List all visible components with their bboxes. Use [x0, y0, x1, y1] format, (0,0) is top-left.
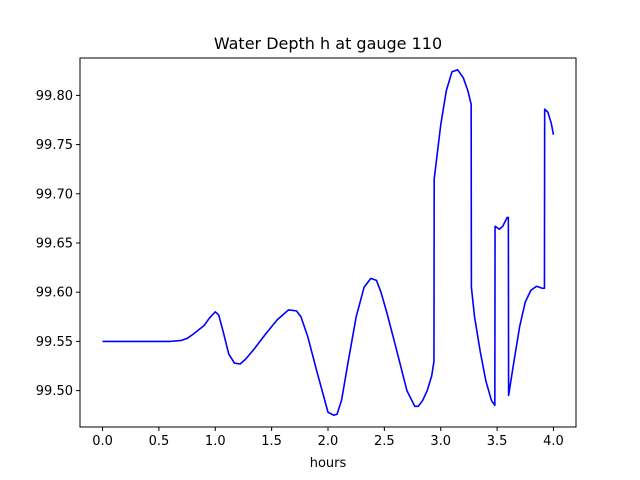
y-tick-label: 99.75 — [36, 138, 73, 153]
x-tick-label: 2.0 — [318, 434, 339, 449]
x-axis-ticks: 0.0 0.5 1.0 1.5 2.0 2.5 3.0 3.5 4.0 — [92, 427, 564, 449]
x-tick-label: 0.5 — [149, 434, 170, 449]
x-axis-label: hours — [310, 456, 347, 471]
x-tick-label: 3.0 — [430, 434, 451, 449]
x-tick-label: 3.5 — [487, 434, 508, 449]
plot-area — [79, 57, 577, 428]
x-tick-label: 2.5 — [374, 434, 395, 449]
y-axis-ticks: 99.50 99.55 99.60 99.65 99.70 99.75 99.80 — [36, 89, 80, 399]
y-tick-label: 99.60 — [36, 286, 73, 301]
y-tick-label: 99.80 — [36, 89, 73, 104]
x-tick-label: 1.0 — [205, 434, 226, 449]
x-tick-label: 0.0 — [92, 434, 113, 449]
plot-frame — [79, 57, 577, 428]
series-line-water-depth — [102, 69, 555, 416]
chart-title: Water Depth h at gauge 110 — [214, 34, 442, 53]
y-tick-label: 99.55 — [36, 335, 73, 350]
y-tick-label: 99.70 — [36, 187, 73, 202]
x-tick-label: 1.5 — [261, 434, 282, 449]
y-tick-label: 99.65 — [36, 236, 73, 251]
y-tick-label: 99.50 — [36, 384, 73, 399]
x-tick-label: 4.0 — [543, 434, 564, 449]
